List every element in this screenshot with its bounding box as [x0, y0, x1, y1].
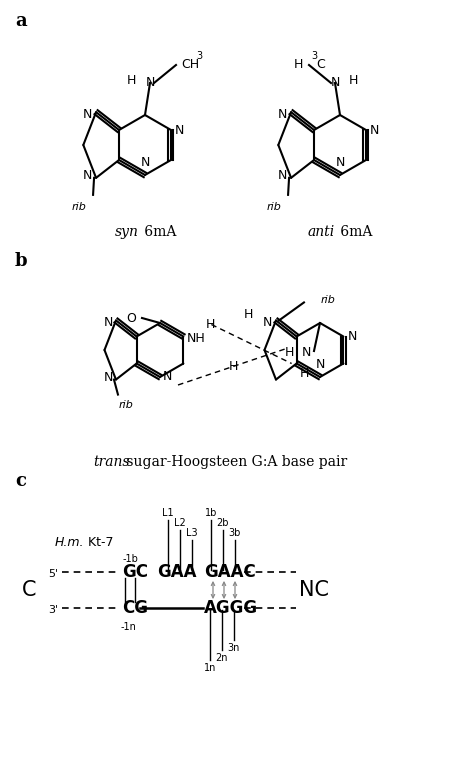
Text: b: b [15, 252, 27, 270]
Text: N: N [104, 371, 113, 384]
Text: N: N [175, 123, 184, 136]
Text: 1n: 1n [204, 663, 216, 673]
Text: anti: anti [308, 225, 335, 239]
Text: CH: CH [181, 59, 199, 72]
Text: N: N [315, 358, 325, 371]
Text: N: N [82, 107, 92, 120]
Text: -1n: -1n [120, 622, 136, 632]
Text: N: N [301, 347, 311, 360]
Text: C: C [316, 59, 325, 72]
Text: N: N [140, 156, 150, 169]
Text: GAAC: GAAC [204, 563, 256, 581]
Text: 1b: 1b [205, 508, 217, 518]
Text: syn: syn [115, 225, 139, 239]
Text: rib: rib [119, 399, 134, 409]
Text: N: N [370, 123, 379, 136]
Text: N: N [146, 76, 155, 89]
Text: 2n: 2n [216, 653, 228, 663]
Text: N: N [347, 330, 357, 343]
Text: N: N [335, 156, 345, 169]
Text: 3: 3 [196, 51, 202, 61]
Text: N: N [163, 370, 173, 383]
Text: GC: GC [122, 563, 148, 581]
Text: trans: trans [93, 455, 129, 469]
Text: c: c [15, 472, 26, 490]
Text: H: H [349, 75, 358, 88]
Text: N: N [330, 76, 340, 89]
Text: CG: CG [122, 599, 148, 617]
Text: N: N [82, 169, 92, 182]
Text: AGGG: AGGG [204, 599, 258, 617]
Text: H: H [299, 367, 309, 380]
Text: 3': 3' [48, 605, 58, 615]
Text: 5': 5' [48, 569, 58, 579]
Text: H: H [127, 75, 136, 88]
Text: 3: 3 [311, 51, 317, 61]
Text: rib: rib [71, 202, 86, 212]
Text: 3b: 3b [229, 528, 241, 538]
Text: H: H [284, 347, 294, 360]
Text: O: O [126, 312, 136, 325]
Text: 3n: 3n [228, 643, 240, 653]
Text: rib: rib [266, 202, 281, 212]
Text: -1b: -1b [123, 554, 139, 564]
Text: H: H [205, 318, 215, 331]
Text: rib: rib [321, 296, 336, 306]
Text: 2b: 2b [217, 518, 229, 528]
Text: N: N [263, 316, 272, 329]
Text: L2: L2 [174, 518, 186, 528]
Text: GAA: GAA [157, 563, 197, 581]
Text: N: N [278, 107, 287, 120]
Text: sugar-Hoogsteen G:A base pair: sugar-Hoogsteen G:A base pair [122, 455, 347, 469]
Text: N: N [104, 316, 113, 329]
Text: H: H [293, 59, 303, 72]
Text: NH: NH [186, 331, 205, 344]
Text: H: H [244, 309, 253, 322]
Text: H: H [228, 360, 237, 373]
Text: N: N [278, 169, 287, 182]
Text: H.m.: H.m. [55, 536, 84, 549]
Text: 6mA: 6mA [336, 225, 373, 239]
Text: Kt-7: Kt-7 [84, 536, 113, 549]
Text: L1: L1 [162, 508, 174, 518]
Text: 6mA: 6mA [140, 225, 176, 239]
Text: C: C [22, 580, 36, 600]
Text: L3: L3 [186, 528, 198, 538]
Text: NC: NC [299, 580, 329, 600]
Text: a: a [15, 12, 27, 30]
